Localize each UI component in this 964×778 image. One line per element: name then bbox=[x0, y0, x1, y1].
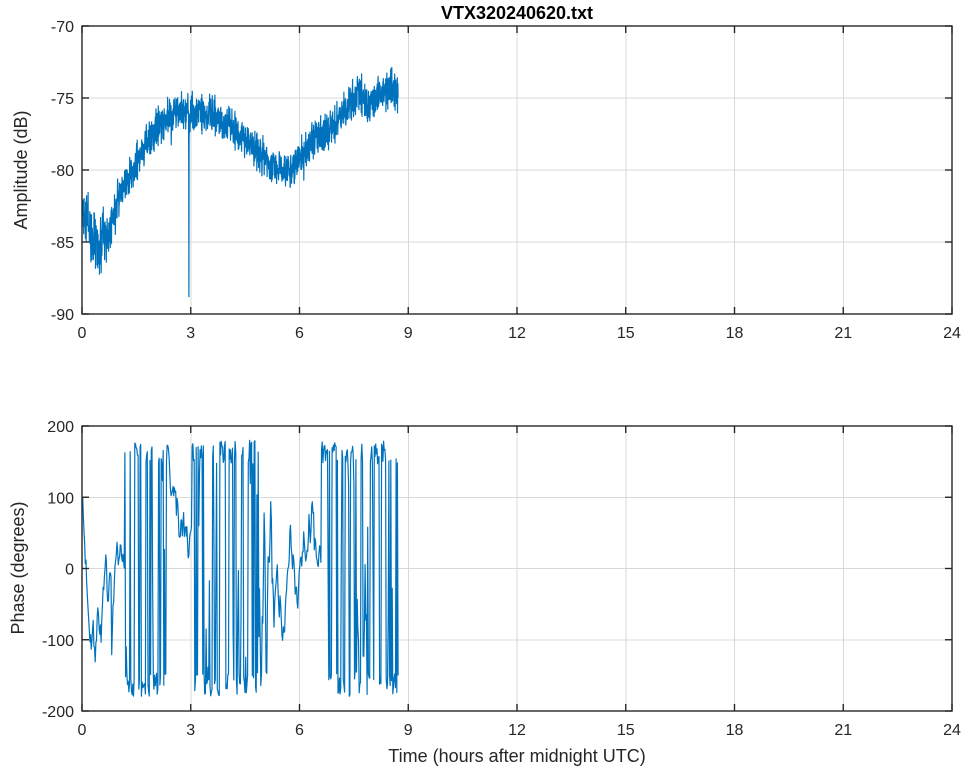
svg-text:-70: -70 bbox=[51, 19, 74, 36]
amplitude-series bbox=[82, 66, 399, 298]
svg-text:-75: -75 bbox=[51, 91, 74, 108]
tick-marks bbox=[81, 25, 953, 315]
svg-text:3: 3 bbox=[186, 722, 195, 739]
y-tick-labels: -200 -100 0 100 200 bbox=[42, 419, 74, 721]
svg-text:12: 12 bbox=[508, 722, 526, 739]
svg-text:0: 0 bbox=[78, 325, 87, 342]
svg-text:-85: -85 bbox=[51, 235, 74, 252]
chart-title: VTX320240620.txt bbox=[440, 3, 594, 23]
grid-lines bbox=[82, 26, 952, 314]
svg-text:6: 6 bbox=[295, 722, 304, 739]
svg-text:-80: -80 bbox=[51, 163, 74, 180]
svg-text:12: 12 bbox=[508, 325, 526, 342]
svg-text:15: 15 bbox=[617, 325, 635, 342]
svg-text:100: 100 bbox=[47, 490, 74, 507]
phase-series bbox=[82, 439, 399, 697]
svg-text:3: 3 bbox=[186, 325, 195, 342]
svg-text:21: 21 bbox=[834, 722, 852, 739]
svg-text:24: 24 bbox=[943, 325, 961, 342]
svg-text:21: 21 bbox=[834, 325, 852, 342]
svg-text:18: 18 bbox=[726, 325, 744, 342]
svg-text:9: 9 bbox=[404, 722, 413, 739]
svg-text:9: 9 bbox=[404, 325, 413, 342]
y-tick-labels: -90 -85 -80 -75 -70 bbox=[51, 19, 74, 324]
svg-text:24: 24 bbox=[943, 722, 961, 739]
svg-text:-100: -100 bbox=[42, 633, 74, 650]
svg-text:-200: -200 bbox=[42, 704, 74, 721]
svg-text:15: 15 bbox=[617, 722, 635, 739]
x-tick-labels: 0 3 6 9 12 15 18 21 24 bbox=[78, 325, 961, 342]
x-tick-labels: 0 3 6 9 12 15 18 21 24 bbox=[78, 722, 961, 739]
svg-text:0: 0 bbox=[78, 722, 87, 739]
x-axis-label: Time (hours after midnight UTC) bbox=[388, 746, 646, 766]
svg-text:18: 18 bbox=[726, 722, 744, 739]
svg-text:6: 6 bbox=[295, 325, 304, 342]
tick-marks bbox=[81, 425, 953, 712]
grid-lines bbox=[82, 426, 952, 711]
svg-text:0: 0 bbox=[65, 562, 74, 579]
svg-text:200: 200 bbox=[47, 419, 74, 436]
svg-text:-90: -90 bbox=[51, 307, 74, 324]
